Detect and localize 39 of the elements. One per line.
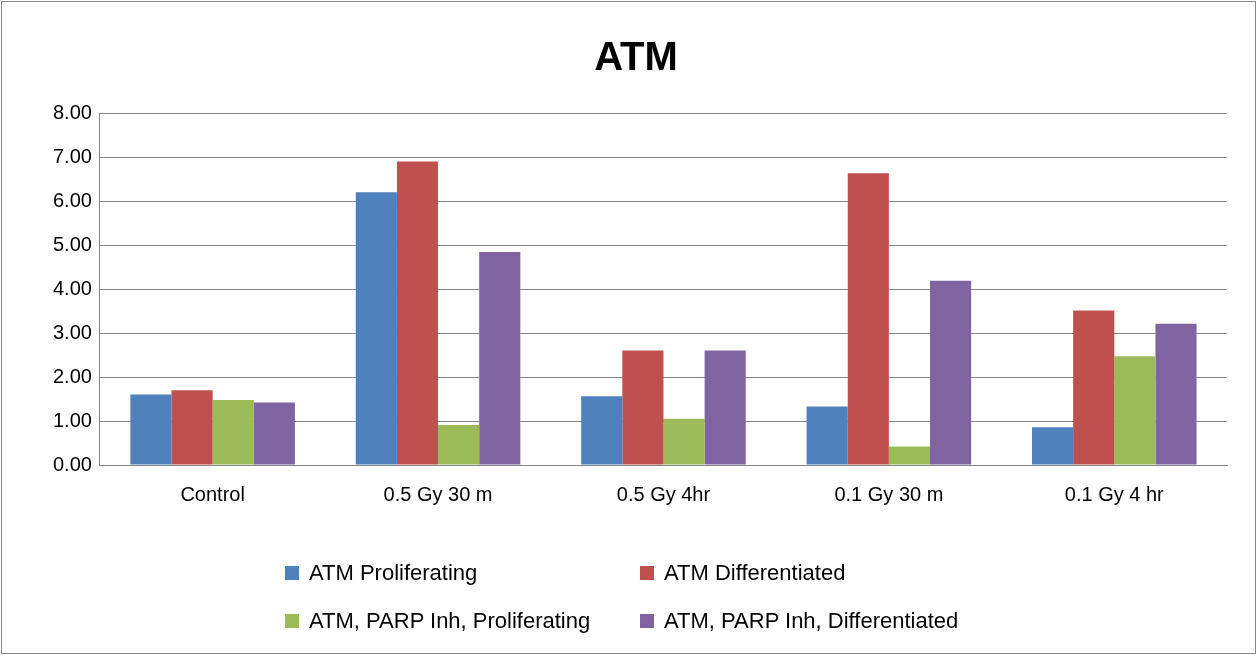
y-tick-label: 1.00 [52, 408, 92, 431]
legend-label: ATM, PARP Inh, Differentiated [664, 608, 959, 634]
bar [704, 350, 746, 465]
bar [438, 424, 480, 465]
bar [1073, 310, 1115, 465]
x-tick-label: 0.5 Gy 4hr [616, 482, 711, 505]
y-tick-label: 2.00 [52, 364, 92, 387]
y-tick-label: 4.00 [52, 276, 92, 299]
bar [396, 161, 439, 465]
bar [581, 396, 623, 465]
bar [930, 280, 972, 465]
legend-label: ATM Proliferating [309, 560, 478, 586]
bar [479, 252, 521, 465]
bar [1114, 356, 1156, 465]
x-tick-label: 0.1 Gy 4 hr [1064, 482, 1165, 505]
bar [212, 399, 254, 465]
y-tick-label: 7.00 [52, 144, 92, 167]
legend-label: ATM, PARP Inh, Proliferating [309, 608, 591, 634]
x-tick-label: 0.1 Gy 30 m [834, 482, 944, 505]
bar [1032, 427, 1074, 465]
y-tick-label: 8.00 [52, 100, 92, 123]
y-tick-label: 0.00 [52, 452, 92, 475]
bar [622, 350, 664, 465]
bar [253, 402, 295, 465]
bar [171, 390, 213, 465]
y-tick-label: 3.00 [52, 320, 92, 343]
y-tick-label: 5.00 [52, 232, 92, 255]
bar [130, 394, 172, 465]
x-tick-label: 0.5 Gy 30 m [383, 482, 493, 505]
bar [663, 418, 705, 465]
y-tick-label: 6.00 [52, 188, 92, 211]
chart-title: ATM [594, 34, 678, 79]
bar [847, 173, 889, 465]
bar [888, 446, 931, 465]
x-tick-label: Control [180, 482, 245, 505]
bar [1155, 323, 1197, 465]
legend-label: ATM Differentiated [664, 560, 846, 586]
bar [355, 192, 397, 465]
bar [806, 406, 848, 465]
